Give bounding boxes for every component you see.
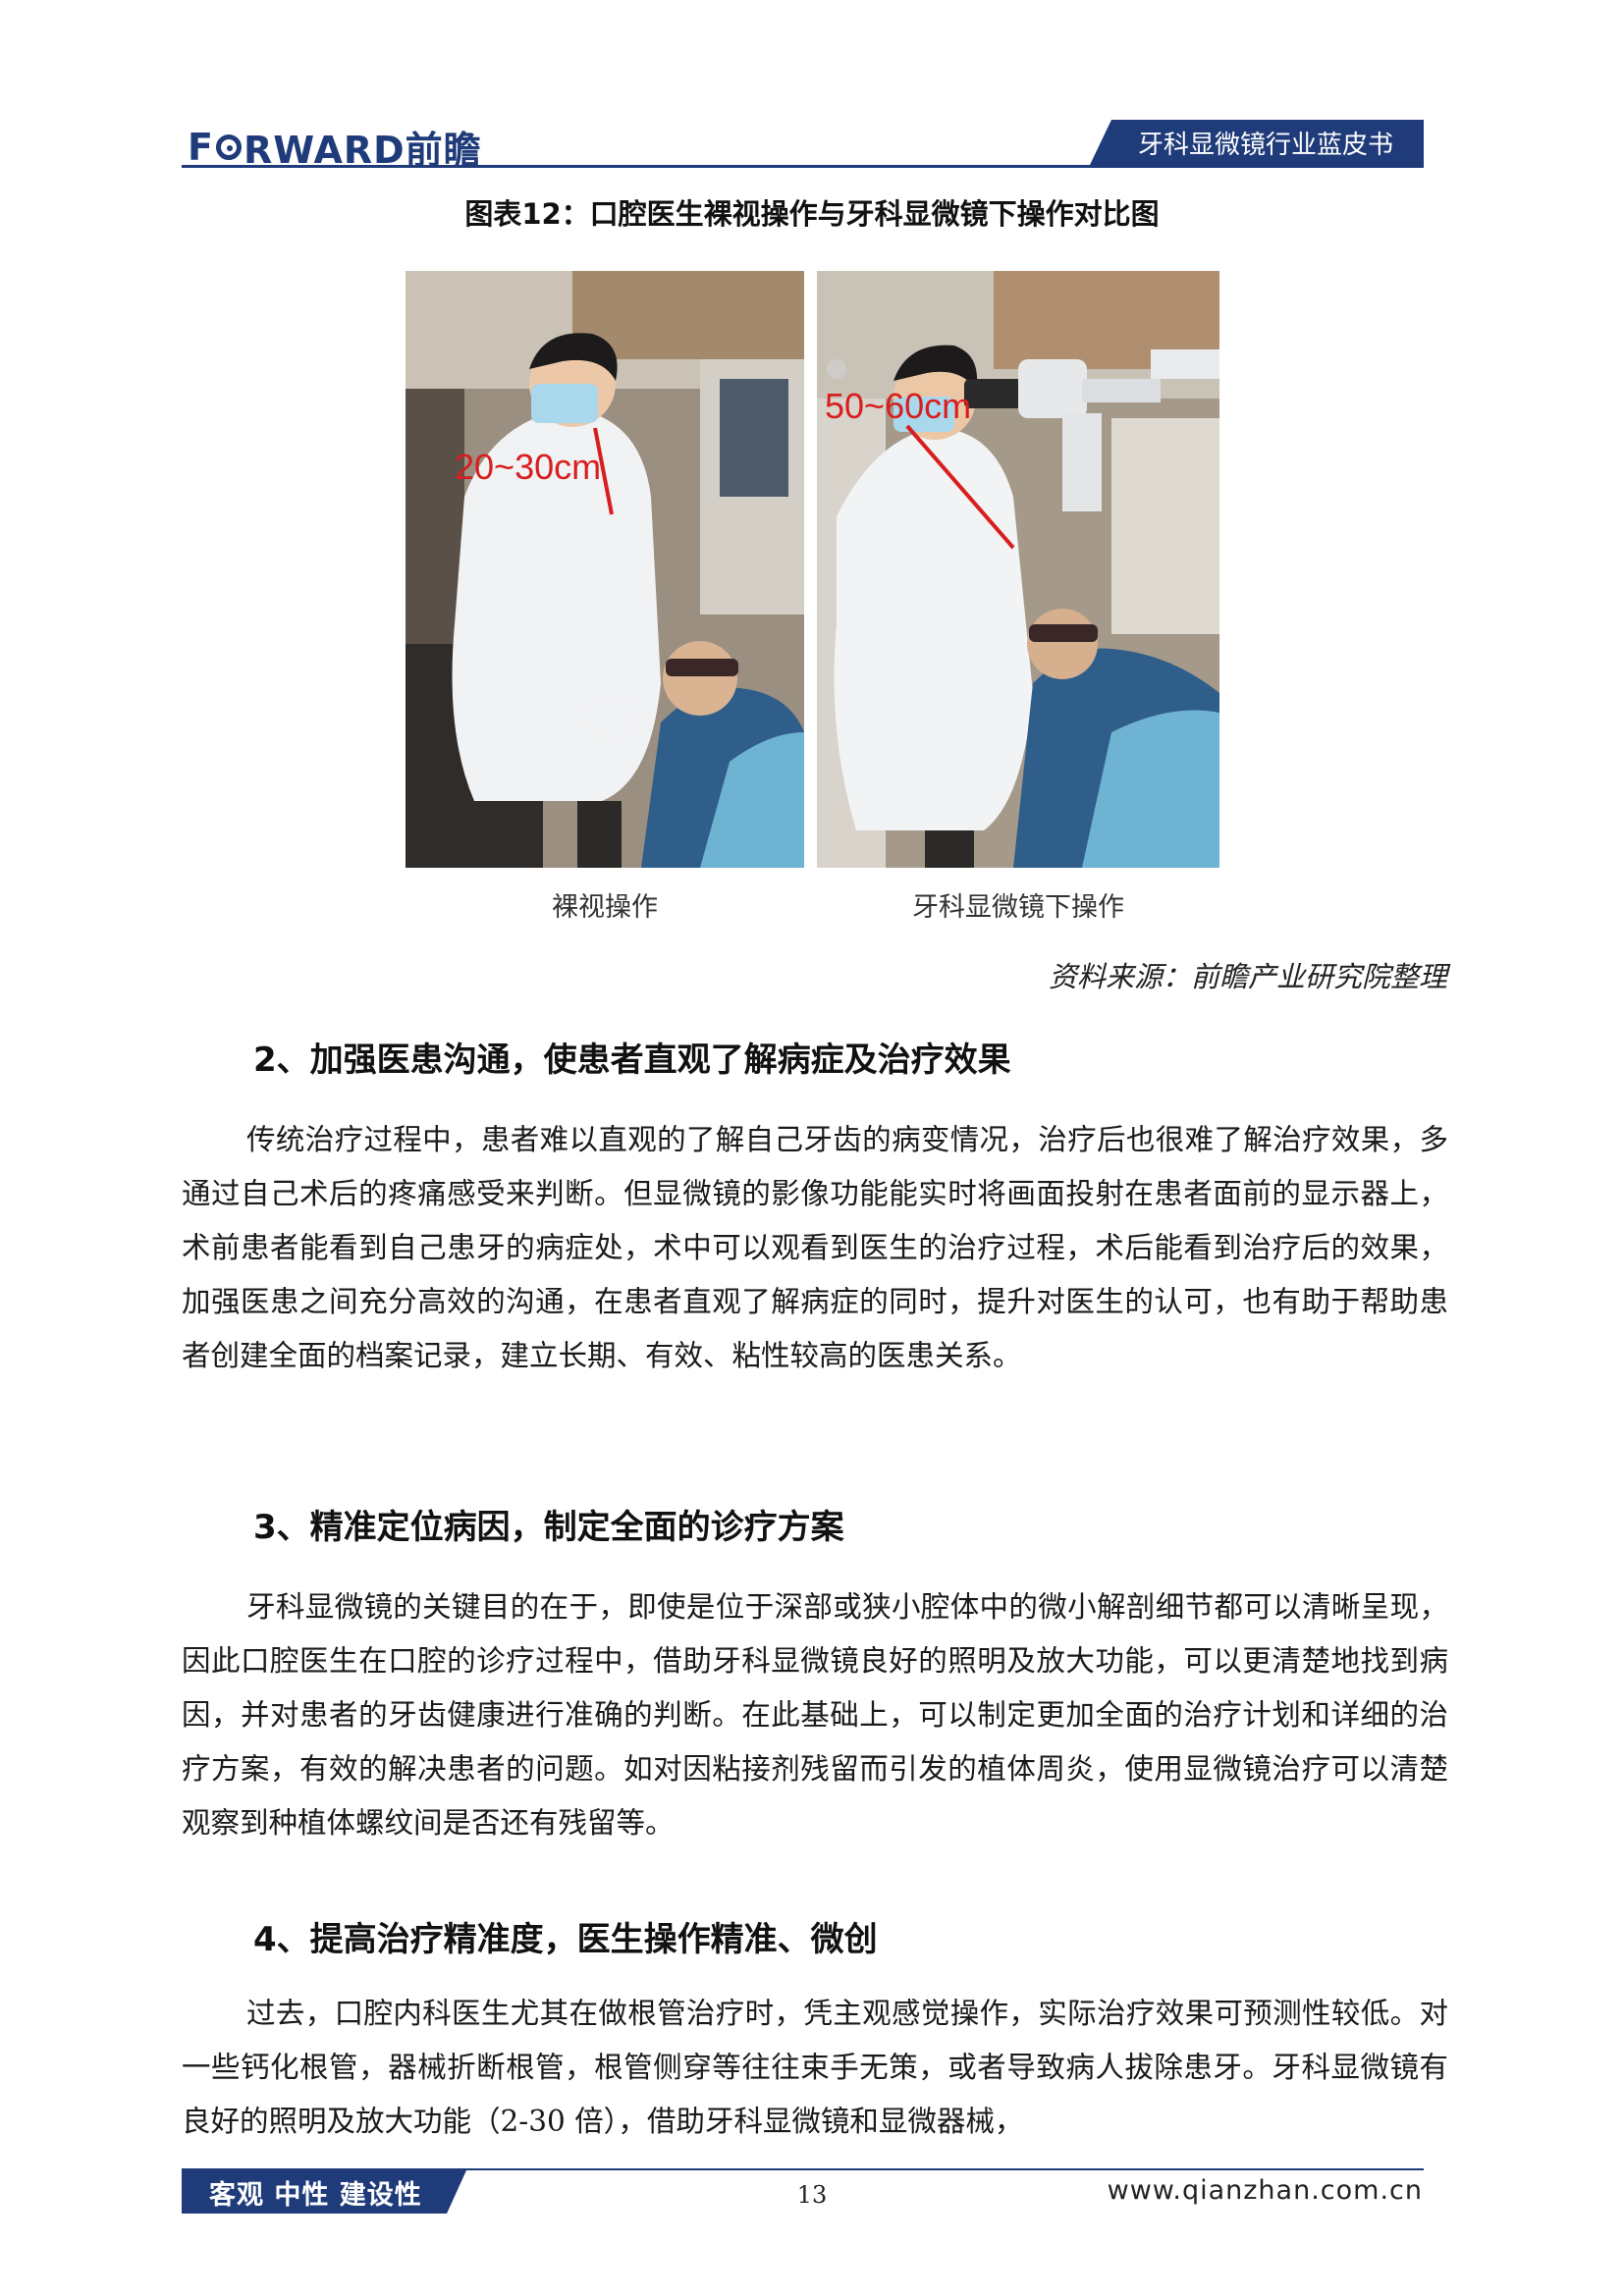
section-heading: 2、加强医患沟通，使患者直观了解病症及治疗效果 xyxy=(253,1041,1011,1080)
page-number: 13 xyxy=(796,2181,828,2209)
footer-slogan: 客观 中性 建设性 xyxy=(182,2170,466,2214)
header-divider xyxy=(182,165,1424,168)
section-heading: 4、提高治疗精准度，医生操作精准、微创 xyxy=(253,1920,878,1959)
figure-title: 图表12：口腔医生裸视操作与牙科显微镜下操作对比图 xyxy=(464,197,1160,231)
section-paragraph: 牙科显微镜的关键目的在于，即使是位于深部或狭小腔体中的微小解剖细节都可以清晰呈现… xyxy=(182,1590,1448,1840)
section-paragraph: 过去，口腔内科医生尤其在做根管治疗时，凭主观感觉操作，实际治疗效果可预测性较低。… xyxy=(182,1997,1448,2138)
photo-naked-eye-operation: 20~30cm xyxy=(406,271,804,868)
footer-divider xyxy=(182,2168,1424,2170)
distance-label-left: 20~30cm xyxy=(455,447,601,487)
logo-text-right: RWARD前瞻 xyxy=(243,129,482,172)
section-heading: 3、精准定位病因，制定全面的诊疗方案 xyxy=(253,1508,844,1547)
logo-text-left: F xyxy=(188,125,214,169)
section-paragraph: 传统治疗过程中，患者难以直观的了解自己牙齿的病变情况，治疗后也很难了解治疗效果，… xyxy=(182,1123,1448,1372)
distance-label-right: 50~60cm xyxy=(825,386,971,426)
page-header: F RWARD前瞻 牙科显微镜行业蓝皮书 xyxy=(182,116,1424,172)
caption-microscope: 牙科显微镜下操作 xyxy=(912,892,1124,923)
photo-microscope-operation: 50~60cm xyxy=(817,271,1219,868)
report-title-tag: 牙科显微镜行业蓝皮书 xyxy=(1090,120,1424,165)
forward-logo: F RWARD前瞻 xyxy=(188,120,482,174)
footer-url: www.qianzhan.com.cn xyxy=(1107,2175,1423,2206)
figure-source: 资料来源：前瞻产业研究院整理 xyxy=(1048,960,1447,993)
logo-o-ring-icon xyxy=(215,133,242,160)
caption-naked-eye: 裸视操作 xyxy=(552,892,658,923)
